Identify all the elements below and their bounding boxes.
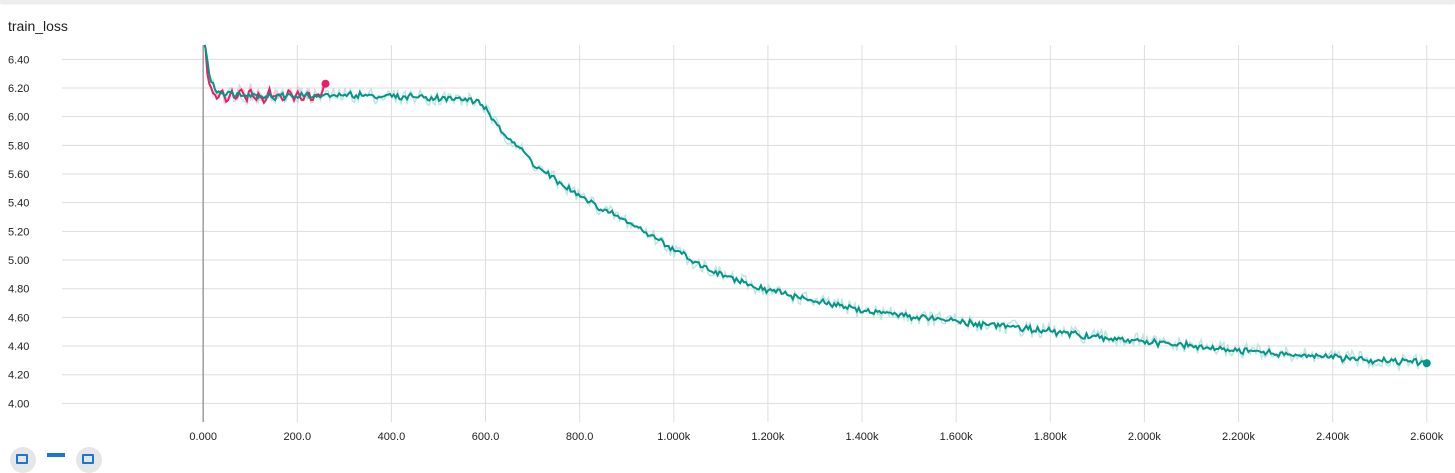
y-tick-label: 6.40	[8, 54, 29, 66]
y-tick-label: 4.80	[8, 284, 29, 296]
fit-domain-icon-glyph	[82, 454, 94, 464]
y-tick-label: 6.00	[8, 112, 29, 124]
header-bar	[0, 0, 1455, 3]
x-tick-label: 200.0	[284, 431, 312, 443]
y-tick-label: 4.20	[8, 370, 29, 382]
series-line	[203, 44, 1427, 367]
x-tick-label: 1.000k	[657, 431, 691, 443]
x-tick-label: 600.0	[472, 431, 500, 443]
y-tick-label: 5.40	[8, 198, 29, 210]
series-endpoint	[1422, 359, 1431, 368]
fit-domain-icon[interactable]	[76, 447, 102, 473]
y-tick-label: 5.00	[8, 255, 29, 267]
raw-series-layer	[203, 44, 1427, 372]
grid	[62, 45, 1455, 422]
x-tick-label: 2.400k	[1316, 431, 1350, 443]
x-tick-label: 2.600k	[1410, 431, 1444, 443]
dash-icon[interactable]	[47, 453, 65, 457]
series-endpoint	[321, 79, 330, 88]
x-tick-label: 800.0	[566, 431, 594, 443]
chart-title: train_loss	[8, 18, 68, 34]
y-tick-label: 4.00	[8, 398, 29, 410]
x-tick-label: 400.0	[378, 431, 406, 443]
x-tick-label: 1.600k	[940, 431, 974, 443]
x-tick-label: 2.000k	[1128, 431, 1162, 443]
expand-icon-glyph	[16, 454, 28, 464]
x-tick-label: 0.000	[189, 431, 217, 443]
smoothed-series-layer	[203, 44, 1431, 368]
y-tick-label: 5.80	[8, 140, 29, 152]
y-tick-label: 5.60	[8, 169, 29, 181]
y-tick-label: 6.20	[8, 83, 29, 95]
x-tick-label: 2.200k	[1222, 431, 1256, 443]
y-tick-label: 4.60	[8, 312, 29, 324]
raw-series-line	[203, 44, 1427, 372]
x-tick-label: 1.400k	[846, 431, 880, 443]
expand-icon[interactable]	[10, 447, 36, 473]
x-tick-label: 1.800k	[1034, 431, 1068, 443]
tick-labels: 4.00 4.20 4.40 4.60 4.80 5.00 5.20 5.40 5.60 5.80…	[8, 54, 1444, 443]
y-tick-label: 5.20	[8, 226, 29, 238]
train-loss-chart[interactable]: 4.00 4.20 4.40 4.60 4.80 5.00 5.20 5.40 5.60 5.80…	[0, 0, 1455, 460]
y-tick-label: 4.40	[8, 341, 29, 353]
x-tick-label: 1.200k	[751, 431, 785, 443]
